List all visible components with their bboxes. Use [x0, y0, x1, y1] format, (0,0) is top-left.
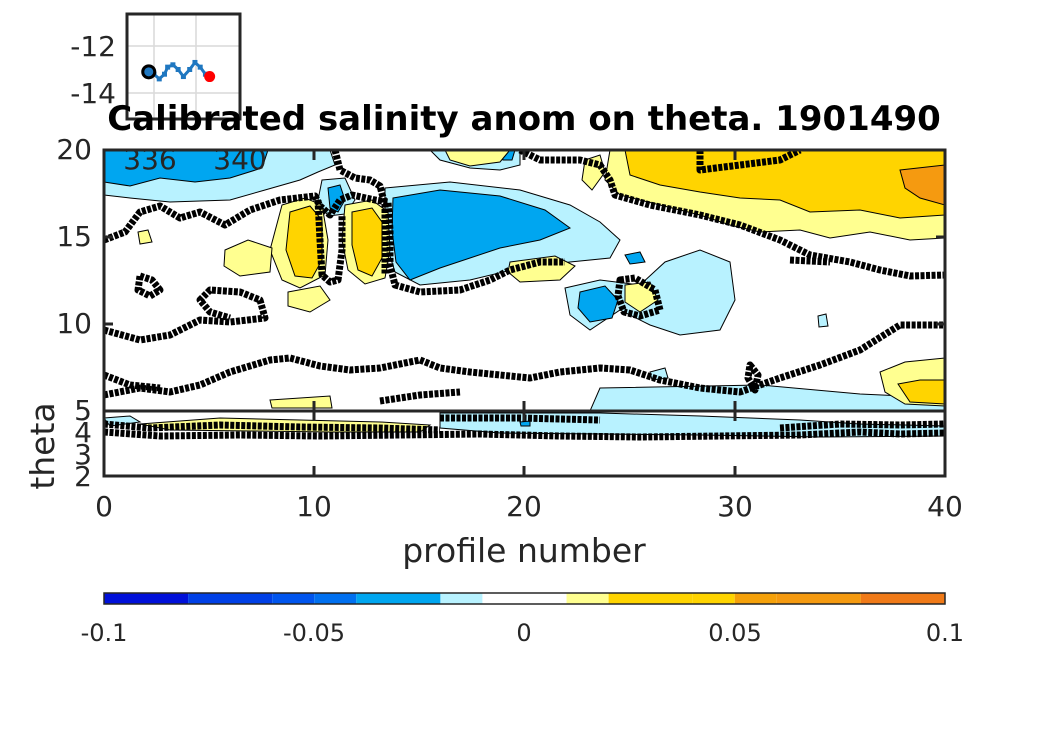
zero-contour-line	[696, 150, 802, 174]
track-end-marker	[204, 71, 216, 83]
colorbar-cells	[104, 593, 945, 604]
colorbar-cell	[356, 593, 441, 604]
xtick-label: 40	[927, 490, 963, 523]
upper-ytick-label: 10	[56, 307, 92, 340]
inset-track-map: -12 -14	[70, 12, 242, 121]
zero-contour-line	[104, 428, 945, 441]
colorbar-cell	[314, 593, 357, 604]
inset-ytick-label: -14	[70, 77, 116, 110]
inset-axes-box	[125, 12, 242, 121]
lower-ytick-label: 2	[74, 460, 92, 493]
colorbar-tick-label: 0.1	[926, 619, 964, 647]
lower-zero-contours	[104, 414, 945, 441]
zero-contour-line	[134, 272, 164, 300]
colorbar-cell	[860, 593, 945, 604]
upper-x-ticks	[104, 150, 945, 411]
positive-anomaly-region	[581, 154, 606, 191]
negative-anomaly-region	[577, 285, 619, 323]
inset-xtick-label: 340	[213, 143, 266, 176]
zero-contour-line	[104, 321, 945, 399]
positive-anomaly-region	[444, 150, 511, 167]
float-track-point	[175, 67, 181, 72]
zero-contour-line	[104, 420, 441, 434]
colorbar-cell	[440, 593, 483, 604]
float-track-point	[156, 76, 162, 82]
upper-ytick-label: 15	[56, 220, 92, 253]
positive-anomaly-region	[137, 229, 153, 245]
colorbar-cell	[482, 593, 525, 604]
float-track-point	[170, 62, 176, 68]
zero-contour-line	[104, 371, 161, 392]
x-axis-label: profile number	[402, 531, 646, 570]
float-track-point	[162, 71, 167, 77]
positive-anomaly-region	[287, 285, 331, 313]
lower-x-ticks	[312, 411, 737, 476]
negative-anomaly-region	[391, 189, 572, 281]
zero-contour-line	[379, 388, 461, 405]
xtick-label: 30	[717, 490, 753, 523]
colorbar-cell	[734, 593, 777, 604]
y-axis-label: theta	[23, 402, 62, 489]
zero-contour-line	[314, 199, 346, 286]
colorbar-cell	[566, 593, 609, 604]
lower-contour-panel: 4 3 2	[74, 409, 947, 493]
colorbar-tick-label: -0.05	[283, 619, 345, 647]
upper-ytick-label: 5	[74, 394, 92, 427]
float-track-point	[180, 74, 186, 80]
negative-anomaly-region	[519, 420, 531, 427]
chart-title: Calibrated salinity anom on theta. 19014…	[107, 99, 941, 139]
float-track-point	[197, 64, 203, 70]
zero-contour-line	[331, 150, 389, 275]
zero-contour-line	[440, 414, 601, 424]
colorbar-cell	[104, 593, 189, 604]
float-track-point	[165, 64, 171, 70]
track-start-marker	[141, 64, 157, 80]
negative-anomaly-region	[817, 313, 829, 328]
xtick-label: 20	[506, 490, 542, 523]
inset-grid	[127, 14, 240, 119]
positive-anomaly-region	[351, 207, 383, 277]
colorbar-cell	[272, 593, 315, 604]
colorbar-tick-label: 0	[516, 619, 531, 647]
negative-anomaly-region	[327, 184, 346, 213]
zero-contour-line	[518, 150, 945, 280]
colorbar-tick-label: 0.05	[708, 619, 761, 647]
upper-ytick-label: 20	[56, 133, 92, 166]
inset-xtick-label: 336	[123, 143, 176, 176]
float-track-point	[192, 59, 198, 65]
upper-anomaly-fill	[104, 150, 945, 411]
colorbar: -0.1 -0.05 0 0.05 0.1	[81, 592, 964, 647]
float-track-point	[187, 67, 193, 72]
zero-contour-line	[614, 274, 664, 320]
zero-contour-line	[104, 191, 565, 296]
zero-contour-line	[104, 286, 269, 344]
positive-anomaly-region	[899, 164, 945, 206]
lower-ytick-label: 4	[74, 416, 92, 449]
xtick-label: 0	[95, 490, 113, 523]
negative-anomaly-region	[104, 150, 269, 187]
inset-ytick-label: -12	[70, 30, 116, 63]
positive-anomaly-region	[269, 395, 333, 409]
positive-anomaly-region	[223, 239, 273, 277]
upper-contour-panel: 20 15 10 5	[56, 133, 947, 427]
positive-anomaly-region	[897, 379, 945, 405]
colorbar-cell	[608, 593, 693, 604]
colorbar-tick-label: -0.1	[81, 619, 128, 647]
colorbar-box	[103, 592, 946, 605]
colorbar-cell	[524, 593, 567, 604]
lower-ytick-label: 3	[74, 438, 92, 471]
negative-anomaly-region	[624, 251, 646, 265]
upper-zero-contours	[104, 150, 945, 405]
colorbar-cell	[692, 593, 735, 604]
colorbar-cell	[776, 593, 861, 604]
colorbar-cell	[188, 593, 273, 604]
positive-anomaly-region	[285, 205, 323, 279]
xtick-label: 10	[296, 490, 332, 523]
zero-contour-line	[789, 256, 831, 266]
zero-contour-line	[779, 420, 945, 432]
zero-contour-line	[744, 361, 762, 394]
